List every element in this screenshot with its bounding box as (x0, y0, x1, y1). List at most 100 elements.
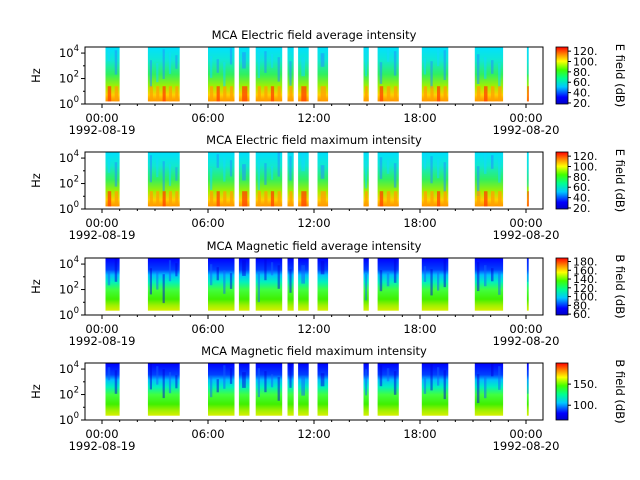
data-texture (430, 156, 433, 184)
data-texture (379, 86, 384, 102)
data-texture (242, 260, 246, 276)
x-tick-date: 1992-08-19 (69, 439, 136, 453)
colorbar-tick-label: 140. (573, 273, 598, 286)
data-texture (264, 51, 267, 73)
data-texture (498, 271, 501, 295)
data-texture (242, 164, 246, 181)
data-texture (168, 86, 172, 102)
data-texture (270, 166, 274, 180)
data-texture (210, 56, 213, 78)
data-texture (386, 160, 390, 174)
data-block (317, 47, 329, 102)
data-texture (223, 86, 227, 102)
data-texture (107, 272, 111, 286)
data-texture (223, 270, 226, 294)
data-block (238, 258, 250, 311)
x-tick-label: 18:00 (403, 216, 436, 230)
x-tick-date: 1992-08-19 (69, 228, 136, 242)
data-block (317, 258, 329, 311)
data-texture (443, 191, 447, 207)
data-texture (393, 259, 397, 283)
panel-1: MCA Electric field average intensity 100 1… (29, 28, 627, 137)
colorbar-tick-label: 100. (573, 399, 598, 412)
data-texture (527, 50, 529, 75)
data-texture (430, 364, 433, 391)
data-texture (491, 155, 494, 169)
data-texture (498, 86, 502, 102)
data-texture (107, 191, 112, 207)
colorbar-tick-label: 120. (573, 150, 598, 163)
colorbar-tick-label: 100. (573, 161, 598, 174)
data-texture (379, 62, 383, 84)
data-texture (216, 267, 219, 281)
data-block (317, 152, 329, 207)
data-texture (476, 54, 480, 84)
data-texture (114, 258, 118, 282)
data-texture (498, 366, 501, 390)
colorbar-tick-label: 80. (573, 66, 591, 79)
colorbar-tick-label: 120. (573, 282, 598, 295)
colorbar-tick-label: 40. (573, 192, 591, 205)
panel-3: MCA Magnetic field average intensity 100 1… (29, 239, 627, 348)
data-texture (379, 365, 383, 387)
colorbar (555, 257, 569, 316)
x-tick-label: 00:00 (85, 322, 118, 336)
panel-title: MCA Electric field average intensity (212, 28, 417, 42)
data-texture (277, 152, 280, 177)
data-texture (162, 161, 165, 191)
colorbar-tick-label: 40. (573, 87, 591, 100)
data-texture (423, 378, 427, 394)
data-texture (289, 269, 292, 293)
colorbar (555, 151, 569, 210)
data-texture (229, 160, 233, 177)
data-texture (393, 163, 397, 188)
data-texture (223, 62, 226, 87)
y-tick-label: 100 (59, 95, 79, 111)
data-texture (242, 52, 246, 69)
data-texture (437, 47, 440, 67)
data-texture (476, 191, 481, 207)
x-tick-date: 1992-08-20 (493, 123, 560, 137)
colorbar-tick-label: 80. (573, 299, 591, 312)
y-tick-label: 104 (59, 44, 79, 60)
y-tick-label: 102 (59, 175, 79, 191)
data-texture (379, 270, 383, 292)
data-texture (393, 86, 398, 102)
data-texture (223, 191, 227, 207)
data-texture (379, 191, 384, 207)
data-texture (430, 191, 434, 207)
data-texture (437, 191, 441, 207)
colorbar-tick-label: 160. (573, 264, 598, 277)
data-block (238, 47, 250, 102)
y-axis-label: Hz (29, 68, 43, 83)
data-texture (423, 191, 427, 207)
x-tick-label: 06:00 (191, 427, 224, 441)
data-block (317, 363, 329, 416)
data-texture (443, 50, 446, 80)
data-texture (527, 258, 529, 282)
data-texture (107, 47, 111, 61)
data-texture (149, 363, 152, 390)
data-texture (216, 86, 220, 102)
x-tick-label: 00:00 (509, 427, 542, 441)
y-tick-label: 104 (59, 255, 79, 271)
data-texture (443, 258, 446, 288)
colorbar-tick-label: 60. (573, 308, 591, 321)
data-texture (498, 63, 501, 88)
data-texture (393, 51, 397, 76)
colorbar-tick-label: 60. (573, 181, 591, 194)
data-texture (107, 159, 111, 173)
data-texture (277, 191, 281, 207)
data-texture (386, 48, 390, 62)
data-texture (289, 156, 292, 181)
data-texture (175, 86, 179, 102)
data-block (105, 258, 120, 311)
data-texture (149, 155, 152, 183)
data-texture (264, 86, 268, 102)
data-texture (491, 363, 494, 377)
data-texture (277, 377, 280, 401)
data-texture (175, 55, 178, 69)
data-texture (386, 273, 390, 287)
colorbar-tick-label: 180. (573, 256, 598, 269)
panel-2: MCA Electric field maximum intensity 100 1… (29, 133, 627, 242)
